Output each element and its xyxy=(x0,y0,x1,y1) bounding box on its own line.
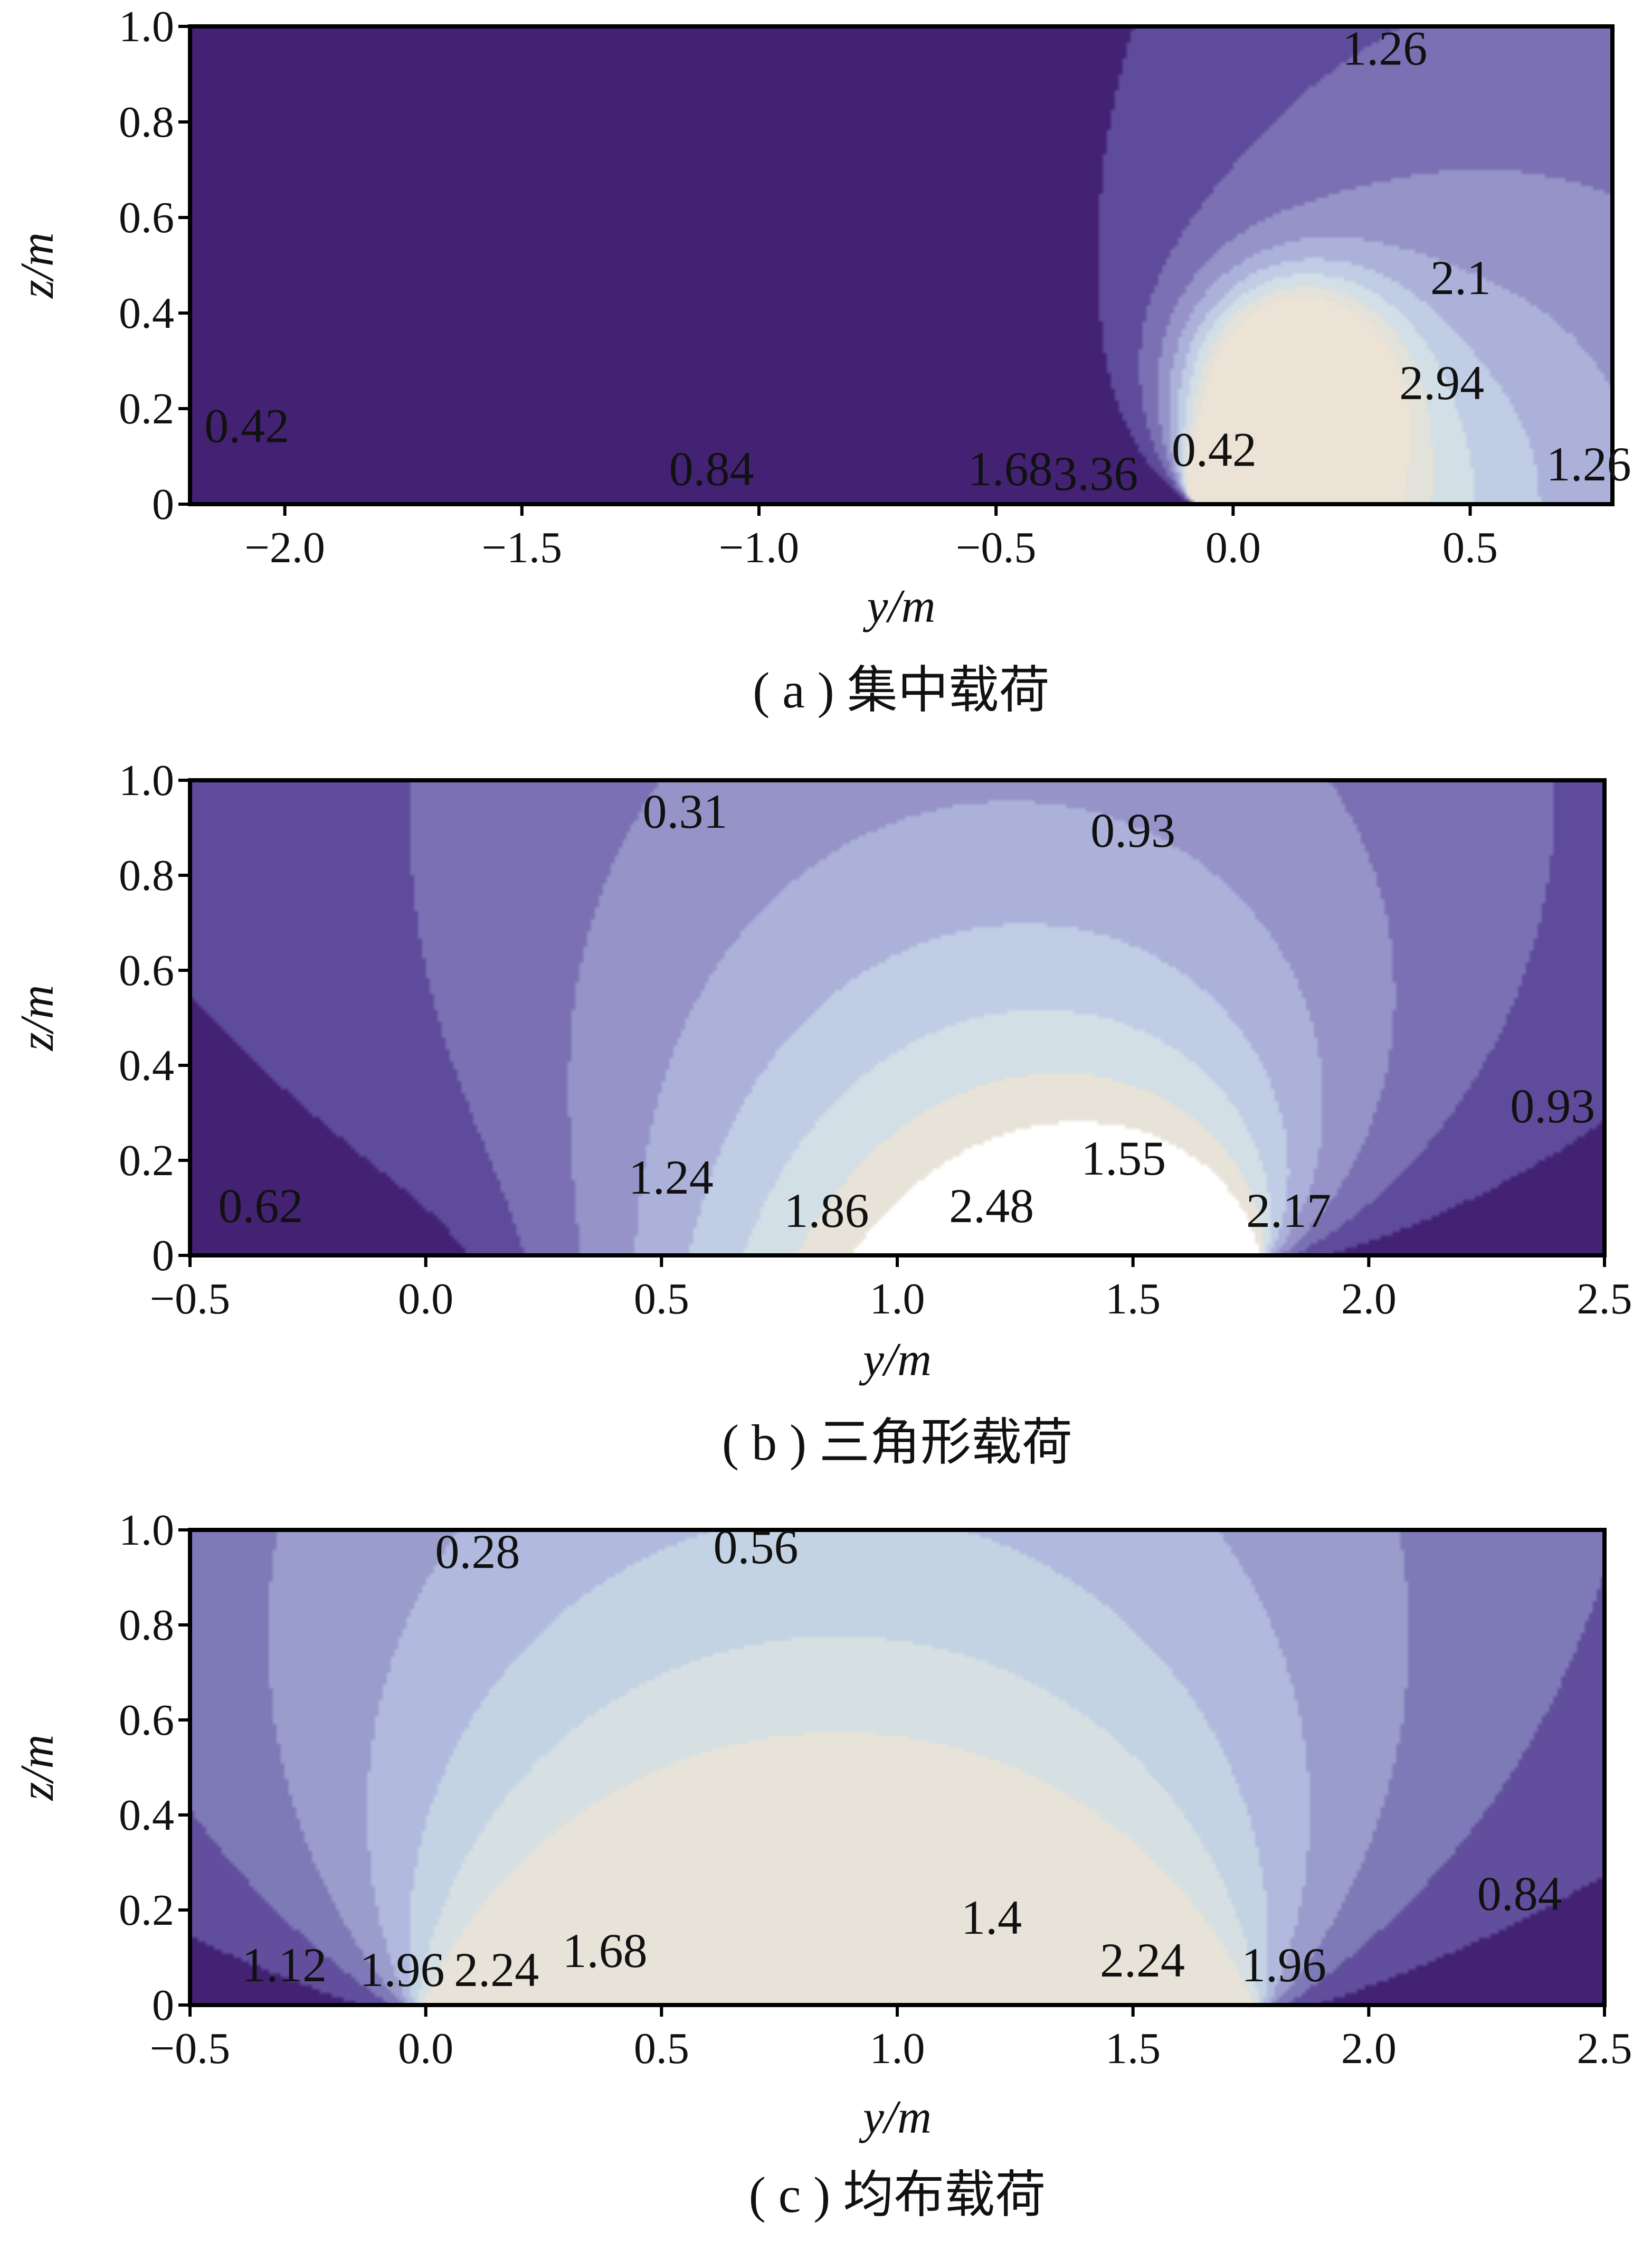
y-tick-label: 1.0 xyxy=(119,1506,174,1555)
x-tick-label: −0.5 xyxy=(956,523,1036,572)
panel-caption: ( b ) 三角形载荷 xyxy=(722,1414,1072,1471)
x-tick-label: −0.5 xyxy=(150,2024,230,2073)
contour-label: 2.48 xyxy=(949,1179,1034,1233)
x-tick-label: 1.0 xyxy=(870,2024,925,2073)
panel-caption: ( c ) 均布载荷 xyxy=(749,2167,1046,2223)
y-tick-label: 0.4 xyxy=(119,289,174,338)
contour-label: 3.36 xyxy=(1053,447,1138,500)
contour-label: 1.24 xyxy=(629,1150,714,1204)
y-tick-label: 1.0 xyxy=(119,756,174,805)
x-tick-label: 2.0 xyxy=(1341,2024,1397,2073)
contour-panel-b: −0.5 0.0 0.5 1.0 1.5 2.0 2.5 1.0 0.8 0.6 0.4 0.2 0 y/… xyxy=(11,756,1632,1471)
y-tick-label: 0 xyxy=(152,1231,174,1280)
y-tick-label: 0.6 xyxy=(119,946,174,995)
contour-label: 0.93 xyxy=(1510,1079,1595,1133)
y-tick-label: 0.8 xyxy=(119,1601,174,1650)
y-tick-label: 1.0 xyxy=(119,2,174,51)
x-tick-label: −1.0 xyxy=(719,523,799,572)
x-tick-label: −2.0 xyxy=(244,523,325,572)
x-axis-label: y/m xyxy=(859,2091,932,2143)
x-tick-label: 0.5 xyxy=(1442,523,1498,572)
y-axis-label: z/m xyxy=(11,1734,63,1801)
contour-panel-a: −2.0 −1.5 −1.0 −0.5 0.0 0.5 1.0 0.8 0.6 0.4 0.2 0 y/… xyxy=(11,2,1631,718)
y-axis-label: z/m xyxy=(11,985,63,1052)
contour-label: 1.4 xyxy=(961,1890,1022,1944)
x-axis-label: y/m xyxy=(863,580,936,632)
y-tick-label: 0.2 xyxy=(119,1136,174,1185)
contour-label: 2.94 xyxy=(1399,356,1484,410)
y-axis-label: z/m xyxy=(11,232,63,299)
contour-label: 2.1 xyxy=(1430,251,1491,305)
contour-label: 1.96 xyxy=(360,1943,445,1997)
plot-frame xyxy=(188,24,1615,506)
contour-label: 1.26 xyxy=(1546,437,1631,491)
y-tick-label: 0.4 xyxy=(119,1791,174,1840)
contour-label: 0.93 xyxy=(1090,803,1175,857)
contour-label: 0.42 xyxy=(204,399,289,452)
x-tick-label: 2.5 xyxy=(1577,2024,1632,2073)
panel-caption: ( a ) 集中载荷 xyxy=(753,662,1050,718)
contour-field xyxy=(190,1530,1604,2005)
x-tick-label: 2.0 xyxy=(1341,1274,1397,1323)
x-tick-label: 0.5 xyxy=(634,1274,689,1323)
x-tick-label: 1.0 xyxy=(870,1274,925,1323)
contour-label: 0.62 xyxy=(219,1179,303,1233)
x-tick-label: 1.5 xyxy=(1105,1274,1161,1323)
y-tick-label: 0.2 xyxy=(119,1886,174,1935)
y-tick-label: 0.8 xyxy=(119,98,174,147)
contour-label: 1.68 xyxy=(968,442,1053,496)
y-tick-label: 0.6 xyxy=(119,1696,174,1745)
contour-label: 2.24 xyxy=(454,1943,539,1997)
contour-label: 1.96 xyxy=(1241,1938,1326,1992)
y-tick-label: 0 xyxy=(152,480,174,529)
contour-label: 1.55 xyxy=(1081,1131,1166,1185)
contour-label: 1.68 xyxy=(563,1924,648,1978)
contour-label: 1.12 xyxy=(242,1938,327,1992)
x-tick-label: 1.5 xyxy=(1105,2024,1161,2073)
x-tick-label: −0.5 xyxy=(150,1274,230,1323)
contour-label: 0.84 xyxy=(1477,1867,1562,1921)
x-tick-label: 0.0 xyxy=(398,2024,453,2073)
contour-field xyxy=(190,780,1604,1255)
contour-label: 0.56 xyxy=(714,1520,799,1574)
x-tick-label: 0.0 xyxy=(1205,523,1261,572)
contour-label: 0.31 xyxy=(643,784,728,838)
contour-label: 1.86 xyxy=(784,1184,869,1237)
contour-panel-c: −0.5 0.0 0.5 1.0 1.5 2.0 2.5 1.0 0.8 0.6 0.4 0.2 0 y/… xyxy=(11,1506,1632,2223)
contour-field xyxy=(190,26,1612,504)
y-tick-label: 0.8 xyxy=(119,851,174,900)
x-tick-label: −1.5 xyxy=(482,523,562,572)
contour-label: 0.42 xyxy=(1172,423,1257,477)
x-tick-label: 2.5 xyxy=(1577,1274,1632,1323)
y-tick-label: 0 xyxy=(152,1981,174,2030)
contour-label: 0.84 xyxy=(669,442,754,496)
contour-label: 2.17 xyxy=(1246,1184,1331,1237)
y-tick-label: 0.2 xyxy=(119,384,174,433)
contour-label: 2.24 xyxy=(1100,1933,1185,1987)
contour-label: 1.26 xyxy=(1342,21,1427,75)
x-tick-label: 0.0 xyxy=(398,1274,453,1323)
x-axis-label: y/m xyxy=(859,1334,932,1386)
y-tick-label: 0.4 xyxy=(119,1041,174,1090)
contour-label: 0.28 xyxy=(435,1525,520,1578)
y-tick-label: 0.6 xyxy=(119,193,174,242)
x-tick-label: 0.5 xyxy=(634,2024,689,2073)
